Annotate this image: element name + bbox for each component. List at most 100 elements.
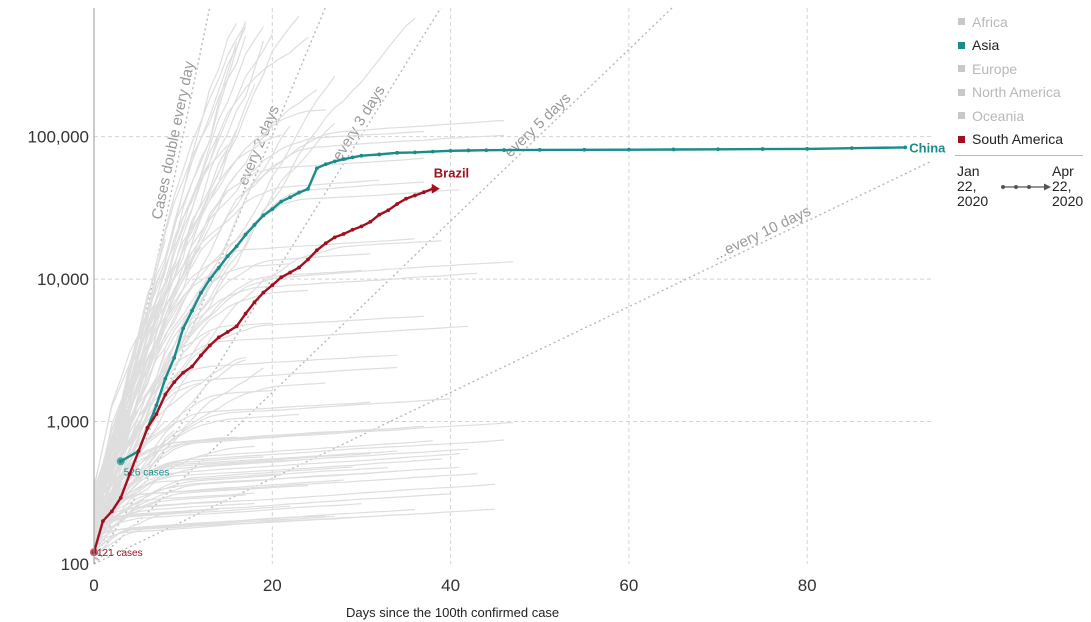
brazil-point: [136, 449, 141, 453]
legend-swatch: [958, 41, 965, 49]
time-range-end-year: 2020: [1052, 193, 1084, 209]
brazil-point: [154, 412, 159, 416]
china-point: [341, 157, 346, 162]
brazil-point: [341, 232, 346, 236]
legend-label: South America: [972, 131, 1064, 148]
china-line: [120, 146, 906, 463]
other-country-line: [93, 130, 424, 531]
china-point: [448, 148, 453, 153]
brazil-point: [421, 190, 426, 195]
other-country-line: [93, 453, 460, 530]
china-point: [805, 147, 810, 151]
other-country-line: [93, 275, 211, 516]
doubling-line-label: ...every 10 days: [711, 203, 814, 264]
other-country-line: [93, 37, 309, 510]
other-country-line: [93, 390, 273, 529]
brazil-point: [109, 509, 114, 514]
other-country-line: [93, 450, 398, 529]
china-point: [323, 162, 328, 167]
china-point: [350, 155, 355, 160]
china-point: [279, 199, 284, 204]
other-country-line: [93, 466, 460, 534]
china-point: [332, 159, 337, 164]
brazil-point: [359, 224, 364, 229]
y-tick-label: 10,000: [37, 270, 89, 289]
other-country-line: [93, 174, 238, 495]
legend-item[interactable]: Asia: [955, 34, 1085, 58]
china-point: [297, 190, 301, 195]
brazil-point: [314, 248, 319, 253]
china-point: [430, 149, 435, 154]
brazil-point: [386, 208, 391, 213]
brazil-point: [297, 265, 301, 270]
brazil-point: [207, 343, 212, 348]
time-range-end: Apr 22, 2020: [1052, 164, 1086, 209]
other-country-line: [93, 440, 433, 529]
brazil-point: [163, 392, 168, 397]
highlighted-series: 526 cases China 121 cases Brazil: [90, 140, 946, 559]
time-range-arrow-icon: [1001, 183, 1051, 191]
legend-item[interactable]: North America: [955, 81, 1085, 105]
brazil-point: [377, 212, 382, 217]
legend-item[interactable]: Oceania: [955, 104, 1085, 128]
other-country-line: [93, 500, 228, 535]
other-country-line: [93, 40, 264, 512]
china-point: [671, 147, 676, 152]
legend-item[interactable]: Europe: [955, 57, 1085, 81]
other-country-line: [93, 246, 202, 524]
brazil-point: [145, 425, 150, 430]
y-tick-label: 100: [61, 555, 89, 574]
brazil-point: [395, 202, 400, 206]
china-point: [243, 232, 248, 237]
brazil-point: [261, 290, 266, 295]
x-tick-label: 20: [263, 576, 282, 595]
x-tick-label: 0: [89, 576, 98, 595]
brazil-point: [270, 283, 275, 288]
brazil-point: [323, 241, 328, 246]
legend-item[interactable]: South America: [955, 128, 1085, 152]
other-country-line: [93, 240, 442, 537]
other-country-line: [93, 425, 424, 518]
brazil-point: [368, 219, 373, 224]
legend-swatch: [958, 88, 965, 96]
legend-item[interactable]: Africa: [955, 10, 1085, 34]
china-point: [270, 207, 275, 212]
doubling-line-label: ...every 2 days: [230, 103, 283, 200]
china-point: [903, 145, 908, 150]
other-country-line: [93, 261, 514, 507]
brazil-point: [306, 257, 310, 262]
brazil-arrow-icon: [431, 183, 440, 194]
brazil-point: [225, 330, 230, 334]
other-country-line: [93, 515, 335, 555]
other-country-line: [93, 134, 505, 495]
brazil-point: [199, 353, 203, 358]
china-point: [306, 186, 310, 191]
china-point: [760, 147, 765, 151]
brazil-point: [172, 380, 177, 385]
chart-axes: 0 20 40 60 80 100 1,000 10,000 100,000: [28, 8, 817, 595]
china-point: [207, 277, 212, 281]
china-point: [484, 148, 489, 153]
other-country-line: [93, 439, 505, 527]
brazil-point: [332, 235, 337, 240]
x-tick-label: 40: [441, 576, 460, 595]
other-country-line: [93, 23, 247, 490]
brazil-point: [350, 227, 355, 232]
brazil-label: Brazil: [434, 166, 469, 181]
x-axis-title: Days since the 100th confirmed case: [346, 605, 559, 620]
other-country-line: [93, 445, 255, 550]
legend-swatch: [958, 65, 965, 73]
china-point: [502, 148, 506, 152]
china-point: [377, 152, 382, 157]
legend-label: Oceania: [972, 107, 1025, 124]
chart-grid: [94, 8, 932, 564]
brazil-start-note: 121 cases: [97, 548, 143, 559]
other-country-line: [93, 120, 505, 521]
other-country-line: [93, 149, 229, 492]
other-country-line: [93, 466, 353, 553]
doubling-line-label: every 3 days: [329, 83, 388, 164]
other-country-line: [93, 401, 371, 528]
brazil-point: [234, 324, 239, 329]
legend-divider: [955, 155, 1083, 156]
other-country-line: [93, 315, 424, 521]
